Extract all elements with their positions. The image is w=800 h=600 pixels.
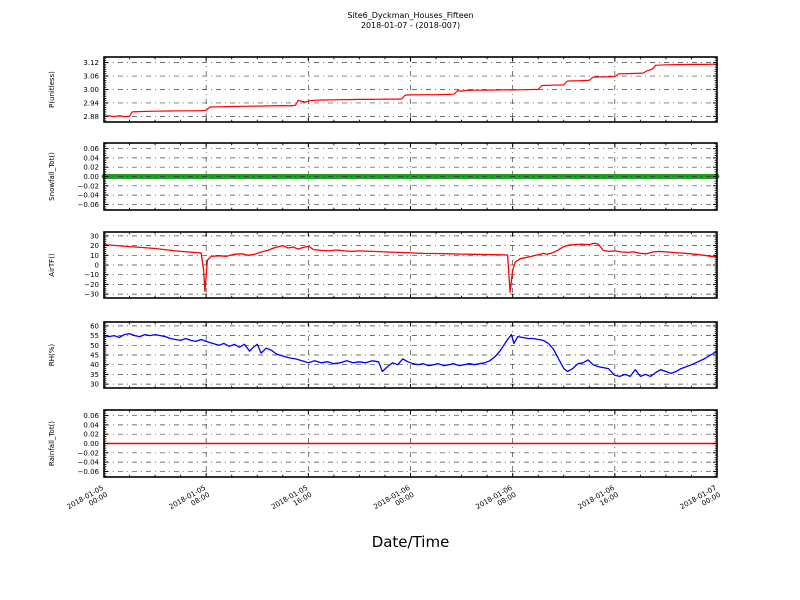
y-tick-label: 60 xyxy=(90,322,99,330)
series-line-p-unitless xyxy=(103,63,718,118)
y-tick-label: −0.04 xyxy=(78,459,100,467)
y-tick-label: 0.06 xyxy=(83,412,99,420)
x-tick-label: 2018-01-0616:00 xyxy=(577,484,621,518)
title-line2: 2018-01-07 - (2018-007) xyxy=(360,21,461,30)
x-tick-label: 2018-01-0508:00 xyxy=(168,484,211,518)
x-tick-label: 2018-01-0600:00 xyxy=(372,484,416,518)
y-tick-label: 0.02 xyxy=(83,164,99,172)
title-line1: Site6_Dyckman_Houses_Fifteen xyxy=(347,11,474,20)
y-tick-label: 0 xyxy=(95,262,99,270)
chart-title: Site6_Dyckman_Houses_Fifteen 2018-01-07 … xyxy=(104,11,717,31)
y-tick-label: −0.06 xyxy=(78,468,100,476)
y-tick-label: 30 xyxy=(90,381,99,389)
y-axis-label: P(unitless) xyxy=(48,71,56,108)
y-tick-label: 35 xyxy=(90,371,99,379)
series-line-airtf xyxy=(103,242,718,293)
y-axis-label: AirTF() xyxy=(48,253,56,277)
y-axis-label: Rainfall_Tot() xyxy=(48,421,56,466)
x-axis-title: Date/Time xyxy=(371,533,450,551)
y-tick-label: 2.94 xyxy=(83,99,99,107)
x-tick-label: 2018-01-0500:00 xyxy=(66,484,109,518)
y-tick-label: 0.04 xyxy=(83,154,99,162)
x-tick-label: 2018-01-0608:00 xyxy=(474,484,518,518)
series-line-rh xyxy=(103,332,718,378)
y-tick-label: 0.02 xyxy=(83,431,99,439)
y-tick-label: 0.06 xyxy=(83,145,99,153)
y-tick-label: 0.04 xyxy=(83,421,99,429)
x-tick-label: 2018-01-0700:00 xyxy=(679,484,722,518)
y-tick-label: 3.12 xyxy=(83,59,99,67)
y-tick-label: 55 xyxy=(90,332,99,340)
y-tick-label: −0.06 xyxy=(78,201,100,209)
y-tick-label: −0.02 xyxy=(78,182,99,190)
y-tick-label: 0.00 xyxy=(83,173,99,181)
y-tick-label: −10 xyxy=(84,271,99,279)
y-tick-label: 0.00 xyxy=(83,440,99,448)
y-tick-label: −0.04 xyxy=(78,192,100,200)
y-axis-label: RH(%) xyxy=(48,344,56,367)
y-tick-label: 20 xyxy=(90,242,99,250)
y-tick-label: 2.88 xyxy=(83,113,99,121)
y-tick-label: −30 xyxy=(84,291,99,299)
y-tick-label: 30 xyxy=(90,232,99,240)
y-tick-label: 45 xyxy=(90,352,99,360)
y-axis-label: Snowfall_Tot() xyxy=(48,152,56,201)
y-tick-label: 3.06 xyxy=(83,73,99,81)
y-tick-label: −20 xyxy=(84,281,99,289)
y-tick-label: −0.02 xyxy=(78,449,99,457)
y-tick-label: 40 xyxy=(90,361,99,369)
y-tick-label: 50 xyxy=(90,342,99,350)
x-tick-label: 2018-01-0516:00 xyxy=(270,484,313,518)
y-tick-label: 3.00 xyxy=(83,86,99,94)
y-tick-label: 10 xyxy=(90,252,99,260)
